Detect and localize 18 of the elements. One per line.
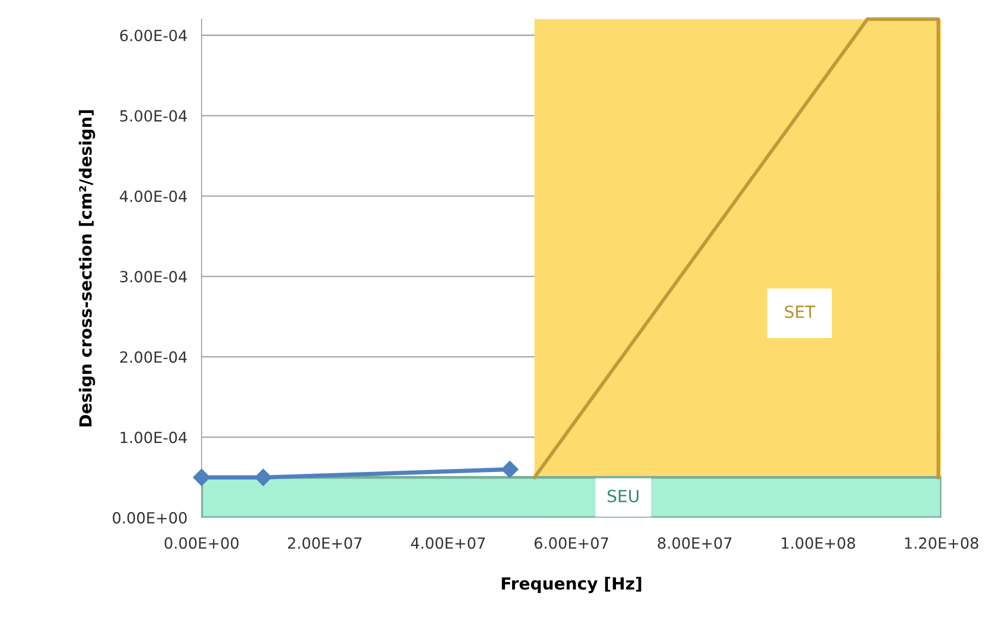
y-tick-label: 5.00E-04 — [120, 110, 187, 122]
x-axis-title: Frequency [Hz] — [502, 576, 642, 594]
y-tick-label: 2.00E-04 — [120, 351, 187, 363]
y-tick-label: 3.00E-04 — [120, 270, 187, 282]
x-tick-label: 0.00E+00 — [164, 537, 239, 549]
x-tick-label: 1.00E+08 — [782, 537, 855, 549]
y-tick-label: 6.00E-04 — [120, 30, 187, 42]
y-axis-title: Design cross-section [cm²/design] — [78, 110, 96, 426]
x-tick-label: 4.00E+07 — [410, 537, 485, 549]
band-label: SEU — [608, 490, 638, 502]
x-tick-label: 2.00E+07 — [288, 537, 362, 549]
band-label: SET — [785, 305, 816, 318]
x-tick-label: 6.00E+07 — [534, 537, 608, 549]
x-tick-label: 1.20E+08 — [905, 537, 978, 549]
y-tick-label: 1.00E-04 — [120, 432, 187, 444]
y-tick-label: 4.00E-04 — [120, 190, 187, 202]
x-tick-label: 8.00E+07 — [658, 537, 732, 549]
y-tick-label: 0.00E+00 — [112, 512, 187, 524]
